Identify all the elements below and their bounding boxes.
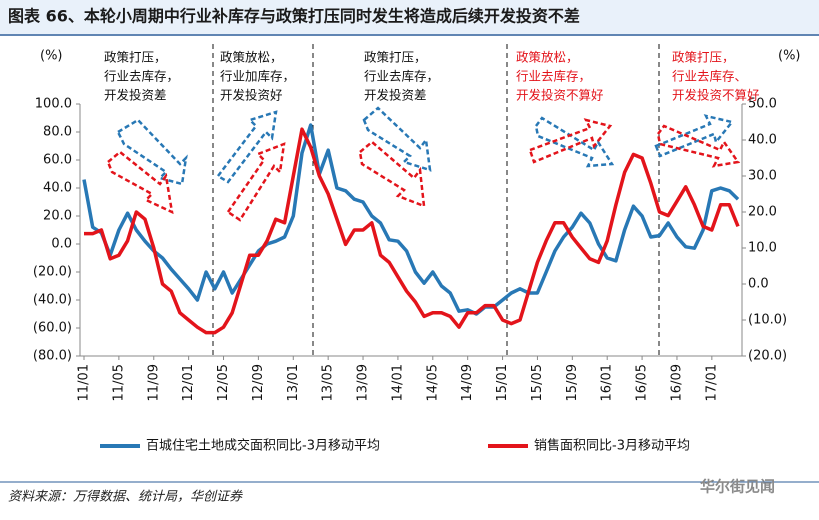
y-axis-label: (%): [40, 49, 63, 64]
title-band: [0, 0, 819, 34]
annotation: 政策打压，: [364, 50, 427, 65]
y-tick-label: (40.0): [33, 293, 72, 308]
annotation: 行业去库存，: [516, 69, 591, 84]
x-tick-label: 14/05: [425, 364, 440, 401]
annotation: 政策放松，: [516, 50, 579, 65]
y2-tick-label: (20.0): [748, 349, 787, 364]
x-tick-label: 13/01: [286, 364, 301, 401]
arrow: [216, 110, 278, 184]
y2-tick-label: 30.0: [748, 169, 777, 184]
x-tick-label: 14/09: [460, 364, 475, 401]
legend-label: 百城住宅土地成交面积同比-3月移动平均: [146, 438, 380, 454]
y2-axis-label: (%): [778, 49, 801, 64]
y-tick-label: 20.0: [43, 209, 72, 224]
y-tick-label: 0.0: [51, 237, 72, 252]
chart-title: 图表 66、本轮小周期中行业补库存与政策打压同时发生将造成后续开发投资不差: [8, 7, 580, 26]
annotation: 政策打压，: [672, 50, 735, 65]
y2-tick-label: 50.0: [748, 97, 777, 112]
x-tick-label: 13/09: [356, 364, 371, 401]
arrow: [656, 124, 741, 168]
source: 资料来源：万得数据、统计局，华创证券: [8, 490, 243, 505]
arrow: [362, 106, 432, 172]
annotation: 政策放松，: [220, 50, 283, 65]
y2-tick-label: 20.0: [748, 205, 777, 220]
x-tick-label: 15/05: [530, 364, 545, 401]
series-line: [82, 123, 740, 316]
y-tick-label: 60.0: [43, 153, 72, 168]
annotation: 行业去库存，: [364, 69, 439, 84]
x-tick-label: 12/01: [181, 364, 196, 401]
x-tick-label: 12/05: [216, 364, 231, 401]
annotation: 开发投资差: [104, 88, 167, 103]
x-tick-label: 16/01: [600, 364, 615, 401]
annotation: 开发投资不算好: [516, 88, 604, 103]
annotation: 行业加库存，: [220, 69, 295, 84]
annotation: 行业去库存、: [672, 69, 747, 84]
y-tick-label: (80.0): [33, 349, 72, 364]
arrow: [534, 116, 615, 168]
y-tick-label: 100.0: [35, 97, 72, 112]
annotation: 开发投资差: [364, 88, 427, 103]
annotation: 行业去库存，: [104, 69, 179, 84]
watermark: 华尔街见闻: [700, 478, 775, 496]
x-tick-label: 11/05: [111, 364, 126, 401]
legend-label: 销售面积同比-3月移动平均: [534, 438, 690, 454]
x-tick-label: 11/01: [77, 364, 92, 401]
annotation: 开发投资好: [220, 88, 283, 103]
arrow: [528, 118, 613, 164]
arrow: [358, 140, 426, 208]
y2-tick-label: 10.0: [748, 241, 777, 256]
y-tick-label: 40.0: [43, 181, 72, 196]
x-tick-label: 14/01: [390, 364, 405, 401]
x-tick-label: 13/05: [321, 364, 336, 401]
y-tick-label: (20.0): [33, 265, 72, 280]
annotation: 政策打压，: [104, 50, 167, 65]
series-line: [84, 127, 740, 335]
y2-tick-label: 40.0: [748, 133, 777, 148]
x-tick-label: 17/01: [704, 364, 719, 401]
x-tick-label: 15/09: [565, 364, 580, 401]
period-dividers: [212, 44, 660, 358]
trend-arrows: [106, 106, 741, 222]
y2-tick-label: (10.0): [748, 313, 787, 328]
x-tick-label: 16/09: [669, 364, 684, 401]
y-tick-label: (60.0): [33, 321, 72, 336]
x-tick-label: 11/09: [146, 364, 161, 401]
arrow: [226, 142, 286, 222]
arrow: [654, 114, 735, 158]
y-tick-label: 80.0: [43, 125, 72, 140]
x-tick-label: 16/05: [635, 364, 650, 401]
x-tick-label: 15/01: [495, 364, 510, 401]
x-tick-label: 12/09: [251, 364, 266, 401]
arrow: [106, 150, 174, 215]
y2-tick-label: 0.0: [748, 277, 769, 292]
annotation: 开发投资不算好: [672, 88, 760, 103]
arrow: [116, 118, 188, 186]
